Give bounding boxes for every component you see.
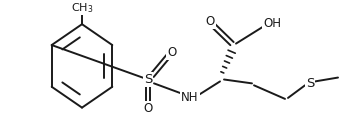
Text: O: O — [167, 46, 177, 59]
Text: S: S — [306, 77, 314, 90]
Text: NH: NH — [181, 91, 199, 104]
Text: CH$_3$: CH$_3$ — [71, 1, 93, 15]
Text: O: O — [205, 15, 215, 28]
Text: OH: OH — [263, 17, 281, 30]
Text: O: O — [143, 102, 153, 115]
Text: S: S — [144, 73, 152, 86]
